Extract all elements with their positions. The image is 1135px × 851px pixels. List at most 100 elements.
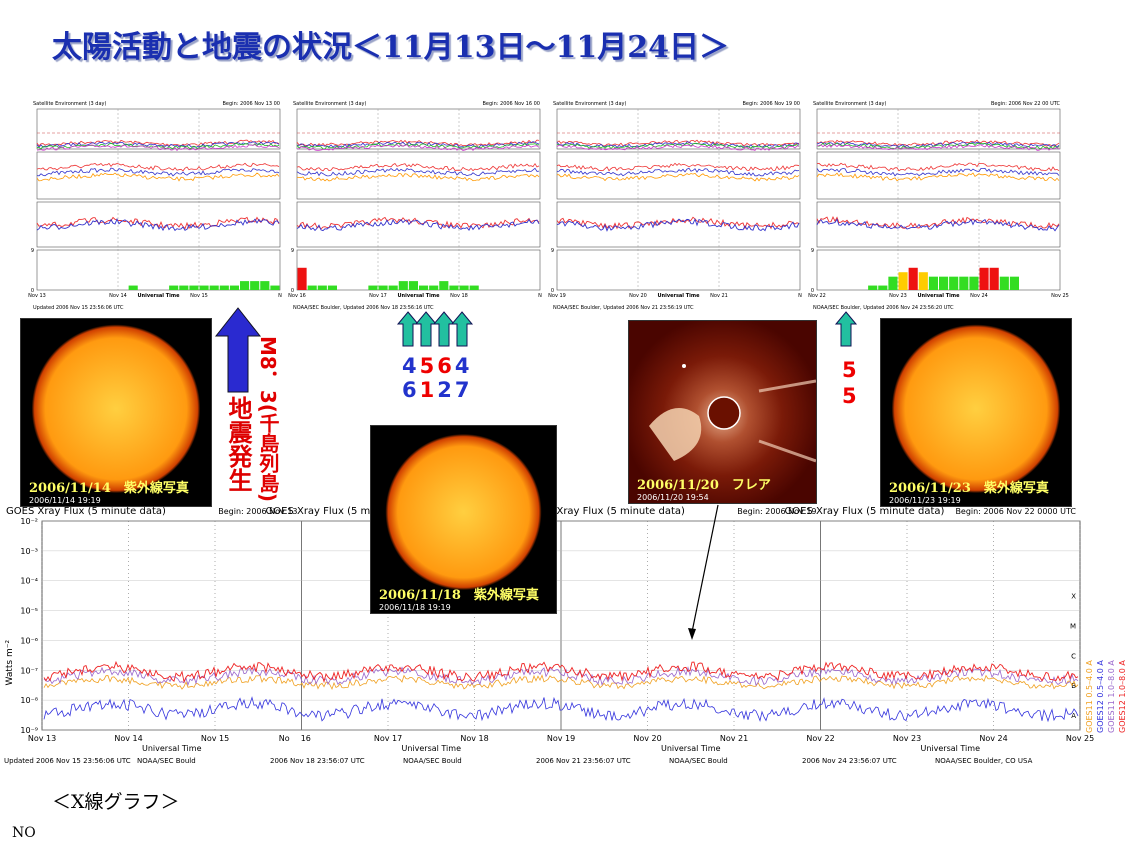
x-tick-label: Nov 19	[548, 293, 566, 299]
x-tick-label: Nov 13	[28, 734, 56, 743]
y-tick-label: 10⁻⁴	[20, 577, 38, 586]
x-tick-label: N	[798, 293, 802, 299]
y-tick-label: 10⁻⁵	[20, 607, 38, 616]
kp-bar	[128, 285, 138, 290]
x-tick-label: Nov 14	[114, 734, 142, 743]
x-tick-label: Nov 21	[710, 293, 728, 299]
panel-header: Satellite Environment (3 day)	[33, 101, 107, 107]
x-tick-label: Nov 14	[109, 293, 127, 299]
xray-header: GOES Xray Flux (5 minute data)	[785, 506, 945, 517]
kp-bar	[270, 285, 280, 290]
photo-caption: 2006/11/14 紫外線写真	[29, 481, 189, 496]
x-tick-label: N	[278, 293, 282, 299]
proton-trace	[297, 143, 540, 151]
class-label: C	[1071, 652, 1076, 660]
xray-trace	[43, 696, 1079, 723]
kp-bar	[878, 285, 888, 290]
xray-chart: GOES Xray Flux (5 minute data) Begin: 200…	[4, 506, 1127, 765]
xray-trace	[43, 660, 1079, 684]
class-label: B	[1071, 682, 1076, 690]
kp-bar	[388, 285, 398, 290]
class-label: X	[1071, 593, 1076, 601]
kp-bar	[979, 267, 989, 290]
axis-title: Universal Time	[918, 293, 961, 299]
y-axis-title: Watts m⁻²	[5, 640, 15, 686]
legend-entry: GOES11 1.0–8.0 A	[1107, 660, 1116, 733]
updated: 2006 Nov 21 23:56:07 UTC	[536, 757, 631, 765]
hp-trace	[556, 217, 800, 232]
quake-count: 5	[842, 384, 860, 408]
electron-trace	[36, 167, 280, 177]
kp-bar	[928, 276, 938, 290]
hp-trace	[36, 216, 280, 230]
proton-trace	[36, 142, 280, 150]
x-tick-label: Nov 21	[720, 734, 748, 743]
x-tick-label: No	[279, 734, 290, 743]
electron-trace	[556, 167, 800, 177]
panel-begin: Begin: 2006 Nov 22 00 UTC	[991, 101, 1060, 107]
x-tick-label: Nov 15	[201, 734, 229, 743]
axis-title: Universal Time	[138, 293, 181, 299]
updated: NOAA/SEC Boulder, Updated 2006 Nov 21 23…	[553, 305, 694, 311]
hp-trace	[816, 218, 1060, 232]
kp-bar	[989, 267, 999, 290]
kp-bar	[908, 267, 918, 290]
subplot-frame	[36, 201, 281, 248]
panel-header: Satellite Environment (3 day)	[553, 101, 627, 107]
electron-trace	[556, 172, 800, 182]
note: NO	[12, 825, 36, 841]
quake-count: 4	[402, 354, 420, 378]
kp-bar	[260, 281, 270, 290]
sun-photo: 2006/11/18 紫外線写真 2006/11/18 19:19	[370, 425, 557, 614]
proton-trace	[556, 142, 800, 150]
electron-trace	[816, 172, 1060, 182]
axis-title: Universal Time	[142, 744, 202, 753]
proton-trace	[816, 144, 1060, 151]
kp-bar	[209, 285, 219, 290]
kp-bar	[327, 285, 337, 290]
kp-bar	[888, 276, 898, 290]
streamer	[758, 379, 816, 463]
kp-bar	[317, 285, 327, 290]
panel-header: Satellite Environment (3 day)	[813, 101, 887, 107]
updated: NOAA/SEC Boulder, CO USA	[935, 757, 1033, 765]
legend-entry: GOES11 0.5–4.0 A	[1085, 660, 1094, 733]
kp-bar	[959, 276, 969, 290]
kp-tick-label: 0	[291, 288, 294, 294]
subplot-frame	[296, 108, 541, 150]
xray-header: GOES Xray Flux (5 minute data)	[266, 506, 426, 517]
footer-label: ＜X線グラフ＞	[52, 791, 180, 813]
flare-photo: 2006/11/20 フレア 2006/11/20 19:54	[628, 320, 817, 504]
flare-graphic	[649, 364, 816, 463]
proton-trace	[296, 142, 540, 150]
subplot-frame	[816, 151, 1061, 200]
class-label: A	[1071, 712, 1076, 720]
hp-trace	[556, 216, 800, 230]
kp-bar	[469, 285, 479, 290]
subplot-frame	[296, 151, 541, 200]
kp-bar	[199, 285, 209, 290]
x-tick-label: Nov 18	[460, 734, 488, 743]
updated: NOAA/SEC Boulder, Updated 2006 Nov 18 23…	[293, 305, 434, 311]
electron-trace	[816, 162, 1060, 172]
quake-count: 1	[419, 378, 438, 402]
sun-photo: 2006/11/14 紫外線写真 2006/11/14 19:19	[20, 318, 212, 507]
axis-title: Universal Time	[401, 744, 461, 753]
electron-trace	[556, 162, 800, 172]
kp-bar	[189, 285, 199, 290]
x-tick-label: Nov 24	[979, 734, 1007, 743]
photo-timestamp: 2006/11/14 19:19	[29, 496, 101, 505]
kp-bar	[368, 285, 378, 290]
proton-trace	[556, 141, 800, 148]
class-label: M	[1070, 623, 1076, 631]
kp-bar	[408, 281, 418, 290]
electron-trace	[816, 167, 1060, 177]
kp-bar	[868, 285, 878, 290]
electron-trace	[296, 172, 540, 182]
updated: Updated 2006 Nov 15 23:56:06 UTC	[33, 305, 124, 311]
kp-bar	[459, 285, 469, 290]
electron-trace	[36, 172, 280, 182]
updated: NOAA/SEC Boulder, Updated 2006 Nov 24 23…	[813, 305, 954, 311]
subplot-frame	[556, 201, 801, 248]
